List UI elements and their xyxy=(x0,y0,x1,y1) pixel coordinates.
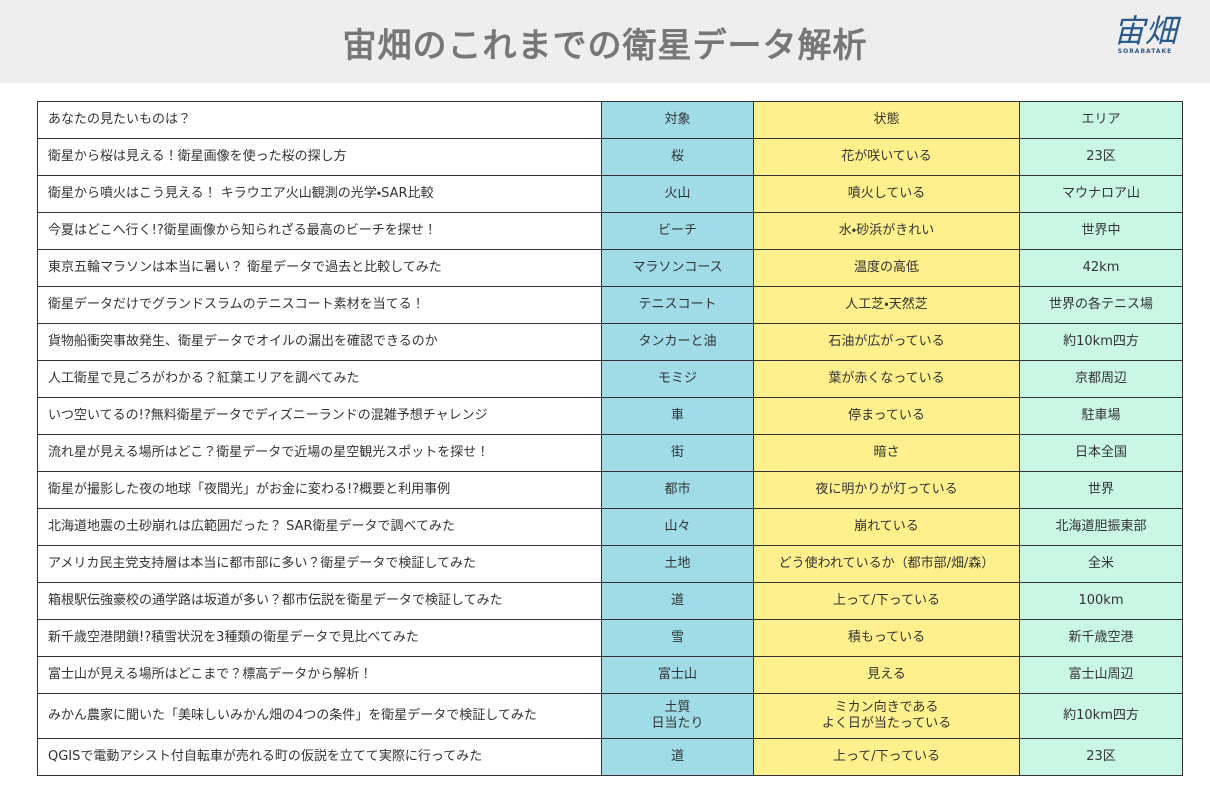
target-cell: 道 xyxy=(601,582,754,620)
area-cell: 約10km四方 xyxy=(1019,693,1183,739)
table-body: あなたの見たいものは？ 対象 状態 エリア 衛星から桜は見える！衛星画像を使った桜の探し… xyxy=(37,101,1183,776)
article-title-cell: 衛星が撮影した夜の地球「夜間光」がお金に変わる!?概要と利用事例 xyxy=(37,471,602,509)
area-cell: 全米 xyxy=(1019,545,1183,583)
header-band xyxy=(0,0,1210,83)
table-row: 衛星データだけでグランドスラムのテニスコート素材を当てる！ テニスコート 人工芝・天… xyxy=(37,286,1183,324)
table-row: 衛星が撮影した夜の地球「夜間光」がお金に変わる!?概要と利用事例 都市 夜に明かりが… xyxy=(37,471,1183,509)
area-cell: 23区 xyxy=(1019,738,1183,776)
header-row: あなたの見たいものは？ 対象 状態 エリア xyxy=(37,101,1183,139)
state-cell: 停まっている xyxy=(753,397,1020,435)
area-cell: 100km xyxy=(1019,582,1183,620)
state-cell: 花が咲いている xyxy=(753,138,1020,176)
article-title-cell: 流れ星が見える場所はどこ？衛星データで近場の星空観光スポットを探せ！ xyxy=(37,434,602,472)
state-cell: 葉が赤くなっている xyxy=(753,360,1020,398)
table-row: 新千歳空港閉鎖!?積雪状況を3種類の衛星データで見比べてみた雪積もっている 新千歳… xyxy=(37,619,1183,657)
area-cell: 京都周辺 xyxy=(1019,360,1183,398)
state-cell: 水・砂浜がきれい xyxy=(753,212,1020,250)
article-title-cell: 北海道地震の土砂崩れは広範囲だった？ SAR衛星データで調べてみた xyxy=(37,508,602,546)
article-title-cell: 富士山が見える場所はどこまで？標高データから解析！ xyxy=(37,656,602,694)
target-cell: ビーチ xyxy=(601,212,754,250)
article-title-cell: 貨物船衝突事故発生、衛星データでオイルの漏出を確認できるのか xyxy=(37,323,602,361)
table-row: みかん農家に聞いた「美味しいみかん畑の4つの条件」を衛星データで検証してみた 土質… xyxy=(37,693,1183,739)
area-cell: 富士山周辺 xyxy=(1019,656,1183,694)
article-title-cell: アメリカ民主党支持層は本当に都市部に多い？衛星データで検証してみた xyxy=(37,545,602,583)
table-row: 箱根駅伝強豪校の通学路は坂道が多い？都市伝説を衛星データで検証してみた道上って/… xyxy=(37,582,1183,620)
article-title-cell: いつ空いてるの!?無料衛星データでディズニーランドの混雑予想チャレンジ xyxy=(37,397,602,435)
state-cell: 夜に明かりが灯っている xyxy=(753,471,1020,509)
target-cell: 火山 xyxy=(601,175,754,213)
target-cell: 雪 xyxy=(601,619,754,657)
target-cell: モミジ xyxy=(601,360,754,398)
table-row: 衛星から噴火はこう見える！ キラウエア火山観測の光学・SAR比較 火山 噴火している… xyxy=(37,175,1183,213)
area-cell: 日本全国 xyxy=(1019,434,1183,472)
table-row: 北海道地震の土砂崩れは広範囲だった？ SAR衛星データで調べてみた 山々 崩れている… xyxy=(37,508,1183,546)
state-cell: 上って/下っている xyxy=(753,738,1020,776)
column-header: 状態 xyxy=(753,101,1020,139)
area-cell: 駐車場 xyxy=(1019,397,1183,435)
table-row: 今夏はどこへ行く!?衛星画像から知られざる最高のビーチを探せ！ ビーチ 水・砂浜がき… xyxy=(37,212,1183,250)
target-cell: 街 xyxy=(601,434,754,472)
article-title-cell: 衛星から噴火はこう見える！ キラウエア火山観測の光学・SAR比較 xyxy=(37,175,602,213)
table-row: 人工衛星で見ごろがわかる？紅葉エリアを調べてみた モミジ 葉が赤くなっている 京都周辺 xyxy=(37,360,1183,398)
column-header: エリア xyxy=(1019,101,1183,139)
table-row: QGISで電動アシスト付自転車が売れる町の仮説を立てて実際に行ってみた道上って/… xyxy=(37,738,1183,776)
area-cell: マウナロア山 xyxy=(1019,175,1183,213)
target-cell: マラソンコース xyxy=(601,249,754,287)
table-row: 流れ星が見える場所はどこ？衛星データで近場の星空観光スポットを探せ！街暗さ 日本全… xyxy=(37,434,1183,472)
state-cell: ミカン向きである よく日が当たっている xyxy=(753,693,1020,739)
target-cell: 土地 xyxy=(601,545,754,583)
state-cell: 温度の高低 xyxy=(753,249,1020,287)
article-title-cell: 衛星データだけでグランドスラムのテニスコート素材を当てる！ xyxy=(37,286,602,324)
article-title-cell: QGISで電動アシスト付自転車が売れる町の仮説を立てて実際に行ってみた xyxy=(37,738,602,776)
area-cell: 世界の各テニス場 xyxy=(1019,286,1183,324)
target-cell: 道 xyxy=(601,738,754,776)
analysis-table: あなたの見たいものは？ 対象 状態 エリア 衛星から桜は見える！衛星画像を使った桜の探し… xyxy=(37,101,1183,776)
state-cell: 石油が広がっている xyxy=(753,323,1020,361)
area-cell: 23区 xyxy=(1019,138,1183,176)
state-cell: どう使われているか（都市部/畑/森） xyxy=(753,545,1020,583)
article-title-cell: 東京五輪マラソンは本当に暑い？ 衛星データで過去と比較してみた xyxy=(37,249,602,287)
area-cell: 北海道胆振東部 xyxy=(1019,508,1183,546)
target-cell: 都市 xyxy=(601,471,754,509)
state-cell: 見える xyxy=(753,656,1020,694)
article-title-cell: 今夏はどこへ行く!?衛星画像から知られざる最高のビーチを探せ！ xyxy=(37,212,602,250)
logo-text: 宙畑 xyxy=(1112,12,1177,50)
table-row: 衛星から桜は見える！衛星画像を使った桜の探し方桜花が咲いている 23区 xyxy=(37,138,1183,176)
article-title-cell: 新千歳空港閉鎖!?積雪状況を3種類の衛星データで見比べてみた xyxy=(37,619,602,657)
table-row: 東京五輪マラソンは本当に暑い？ 衛星データで過去と比較してみた マラソンコース 温度… xyxy=(37,249,1183,287)
target-cell: タンカーと油 xyxy=(601,323,754,361)
page-title: 宙畑のこれまでの衛星データ解析 xyxy=(342,26,868,66)
state-cell: 崩れている xyxy=(753,508,1020,546)
state-cell: 人工芝・天然芝 xyxy=(753,286,1020,324)
target-cell: 車 xyxy=(601,397,754,435)
target-cell: 桜 xyxy=(601,138,754,176)
area-cell: 新千歳空港 xyxy=(1019,619,1183,657)
logo: 宙畑 SORABATAKE xyxy=(1100,14,1190,55)
area-cell: 約10km四方 xyxy=(1019,323,1183,361)
target-cell: 土質 日当たり xyxy=(601,693,754,739)
column-header: あなたの見たいものは？ xyxy=(37,101,602,139)
area-cell: 42km xyxy=(1019,249,1183,287)
area-cell: 世界 xyxy=(1019,471,1183,509)
target-cell: テニスコート xyxy=(601,286,754,324)
target-cell: 山々 xyxy=(601,508,754,546)
article-title-cell: 箱根駅伝強豪校の通学路は坂道が多い？都市伝説を衛星データで検証してみた xyxy=(37,582,602,620)
table-row: 富士山が見える場所はどこまで？標高データから解析！ 富士山 見える 富士山周辺 xyxy=(37,656,1183,694)
table-row: 貨物船衝突事故発生、衛星データでオイルの漏出を確認できるのか タンカーと油 石油が広… xyxy=(37,323,1183,361)
area-cell: 世界中 xyxy=(1019,212,1183,250)
state-cell: 積もっている xyxy=(753,619,1020,657)
target-cell: 富士山 xyxy=(601,656,754,694)
table-row: いつ空いてるの!?無料衛星データでディズニーランドの混雑予想チャレンジ車停まって… xyxy=(37,397,1183,435)
state-cell: 噴火している xyxy=(753,175,1020,213)
state-cell: 上って/下っている xyxy=(753,582,1020,620)
article-title-cell: 人工衛星で見ごろがわかる？紅葉エリアを調べてみた xyxy=(37,360,602,398)
column-header: 対象 xyxy=(601,101,754,139)
table-row: アメリカ民主党支持層は本当に都市部に多い？衛星データで検証してみた 土地 どう使われ… xyxy=(37,545,1183,583)
logo-subtitle: SORABATAKE xyxy=(1117,48,1173,55)
state-cell: 暗さ xyxy=(753,434,1020,472)
article-title-cell: 衛星から桜は見える！衛星画像を使った桜の探し方 xyxy=(37,138,602,176)
article-title-cell: みかん農家に聞いた「美味しいみかん畑の4つの条件」を衛星データで検証してみた xyxy=(37,693,602,739)
